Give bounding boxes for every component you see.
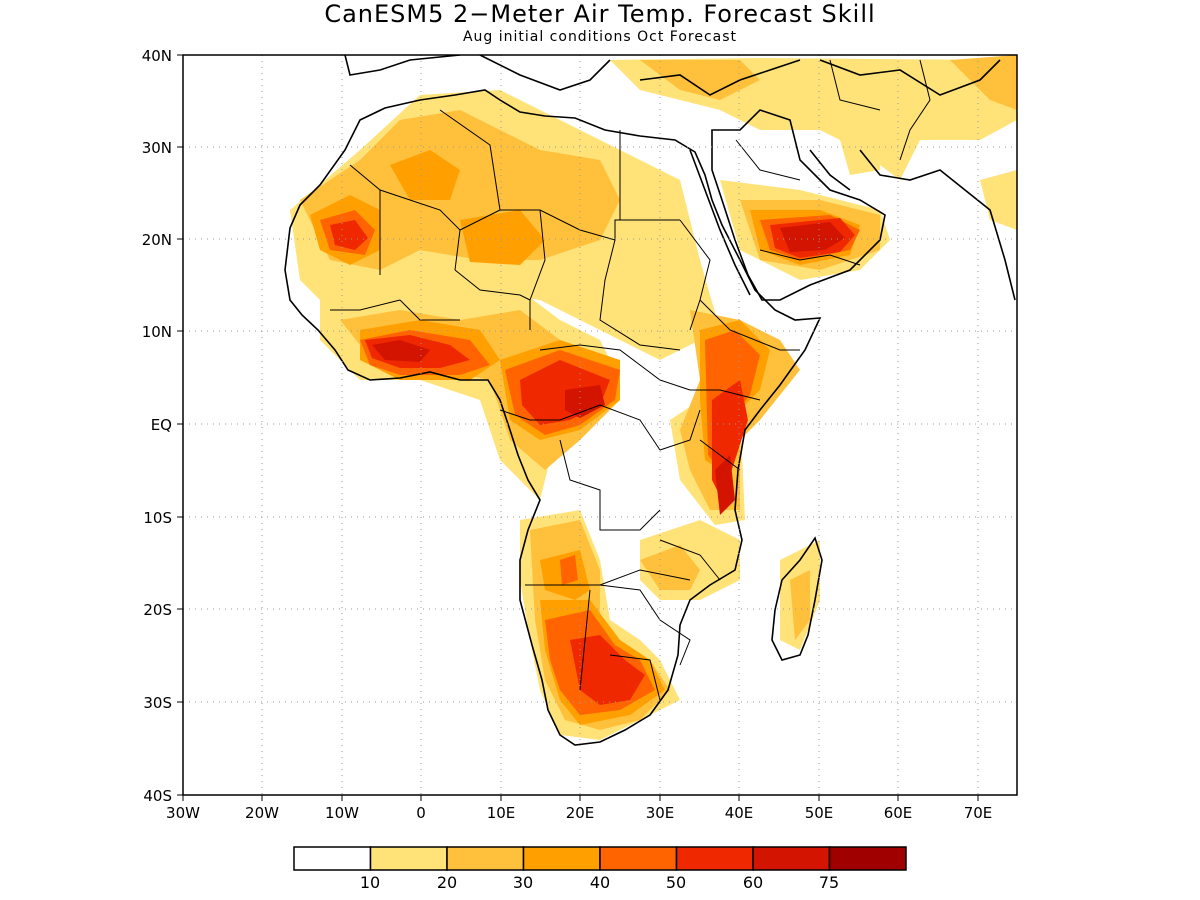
lat-label-10n: 10N <box>142 323 172 341</box>
lon-label-20e: 20E <box>566 804 595 822</box>
lon-labels: 30W 20W 10W 0 10E 20E 30E 40E 50E 60E 70… <box>166 804 992 822</box>
lat-label-40n: 40N <box>142 47 172 65</box>
colorbar-label-30: 30 <box>513 873 533 892</box>
lat-labels: 40N 30N 20N 10N EQ 10S 20S 30S 40S <box>142 47 172 805</box>
tick-marks <box>177 54 979 801</box>
lon-label-30w: 30W <box>166 804 200 822</box>
colorbar-swatch-6 <box>752 846 831 871</box>
lon-label-20w: 20W <box>245 804 279 822</box>
colorbar-label-20: 20 <box>437 873 457 892</box>
colorbar-label-75: 75 <box>819 873 839 892</box>
lat-label-30s: 30S <box>143 694 172 712</box>
lon-label-30e: 30E <box>646 804 675 822</box>
colorbar-label-60: 60 <box>743 873 763 892</box>
skill-shading <box>290 55 1017 740</box>
map-title: CanESM5 2−Meter Air Temp. Forecast Skill <box>324 0 876 28</box>
map-frame <box>182 54 1018 796</box>
colorbar-label-50: 50 <box>666 873 686 892</box>
lon-label-10w: 10W <box>325 804 359 822</box>
colorbar-swatch-0 <box>293 846 372 871</box>
colorbar-label-10: 10 <box>360 873 380 892</box>
lon-label-0: 0 <box>416 804 426 822</box>
grid-lines <box>183 55 1017 795</box>
map-subtitle: Aug initial conditions Oct Forecast <box>462 29 738 45</box>
lat-label-20s: 20S <box>143 601 172 619</box>
colorbar-swatch-1 <box>369 846 448 871</box>
coastlines <box>284 55 1016 746</box>
lat-label-30n: 30N <box>142 139 172 157</box>
colorbar-label-40: 40 <box>590 873 610 892</box>
lon-label-50e: 50E <box>805 804 834 822</box>
colorbar: 10 20 30 40 50 60 75 <box>293 846 907 892</box>
lat-label-40s: 40S <box>143 787 172 805</box>
colorbar-swatch-5 <box>675 846 754 871</box>
colorbar-swatch-4 <box>599 846 678 871</box>
colorbar-swatch-2 <box>446 846 525 871</box>
lon-label-10e: 10E <box>487 804 516 822</box>
country-borders <box>330 59 931 701</box>
lon-label-40e: 40E <box>725 804 754 822</box>
lon-label-60e: 60E <box>884 804 913 822</box>
lat-label-10s: 10S <box>143 509 172 527</box>
lon-label-70e: 70E <box>964 804 993 822</box>
colorbar-swatch-3 <box>522 846 601 871</box>
lat-label-20n: 20N <box>142 231 172 249</box>
lat-label-eq: EQ <box>151 416 172 434</box>
colorbar-swatch-7 <box>828 846 907 871</box>
